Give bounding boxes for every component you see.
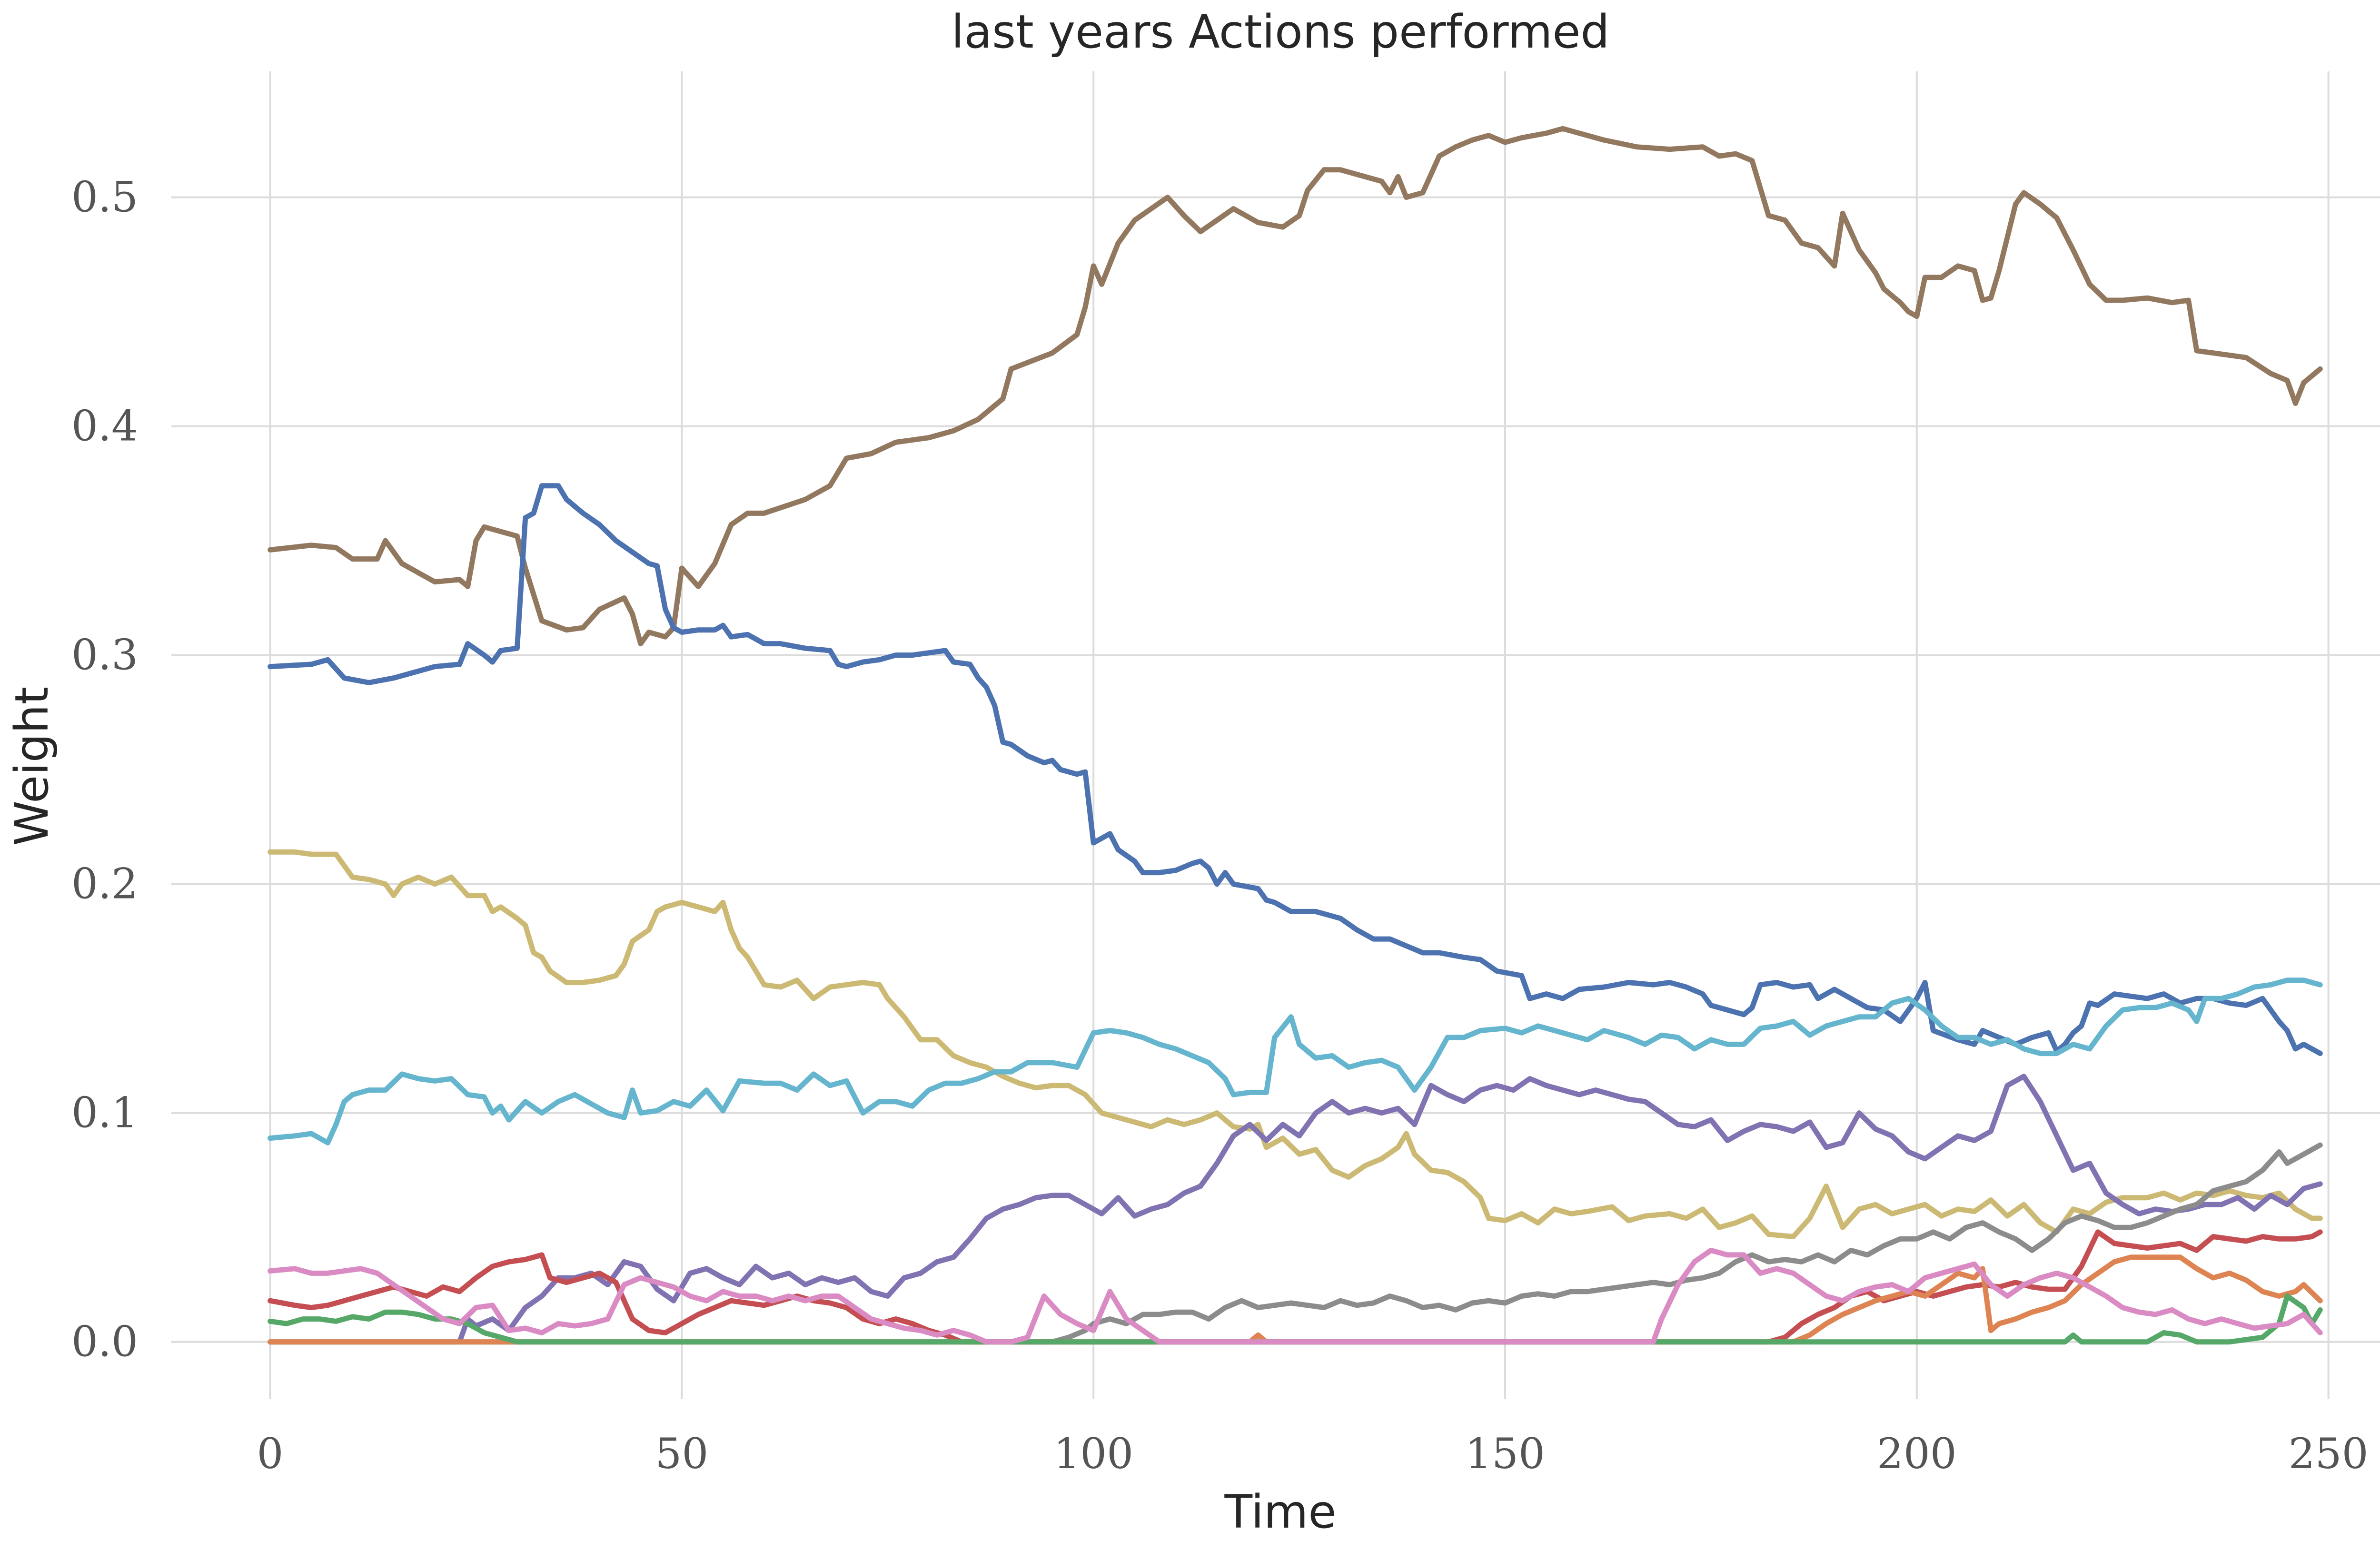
y-axis-label: Weight	[5, 687, 59, 846]
series-line-5	[268, 1074, 2323, 1345]
series-line-8	[268, 1254, 2323, 1345]
x-tick-label: 200	[1877, 1429, 1957, 1478]
series-line-4	[268, 977, 2323, 1145]
series-lines	[268, 126, 2323, 1345]
y-tick-label: 0.4	[71, 402, 138, 451]
x-tick-label: 0	[257, 1429, 284, 1478]
y-tick-label: 0.2	[71, 859, 138, 908]
x-axis-label: Time	[1224, 1485, 1337, 1539]
x-tick-label: 150	[1465, 1429, 1545, 1478]
chart-title: last years Actions performed	[952, 5, 1610, 59]
y-tick-label: 0.1	[71, 1088, 138, 1137]
x-tick-label: 100	[1053, 1429, 1133, 1478]
y-tick-label: 0.0	[71, 1317, 138, 1366]
x-tick-label: 250	[2289, 1429, 2369, 1478]
x-tick-label: 50	[655, 1429, 708, 1478]
series-line-9	[268, 1293, 2323, 1345]
series-line-10	[268, 1247, 2323, 1345]
y-tick-label: 0.3	[71, 631, 138, 680]
y-tick-label: 0.5	[71, 173, 138, 222]
series-line-1	[268, 126, 2323, 647]
tick-labels: 0 50 100 150 200 250 0.0 0.1 0.2 0.3 0.4 0.5	[71, 173, 2369, 1478]
